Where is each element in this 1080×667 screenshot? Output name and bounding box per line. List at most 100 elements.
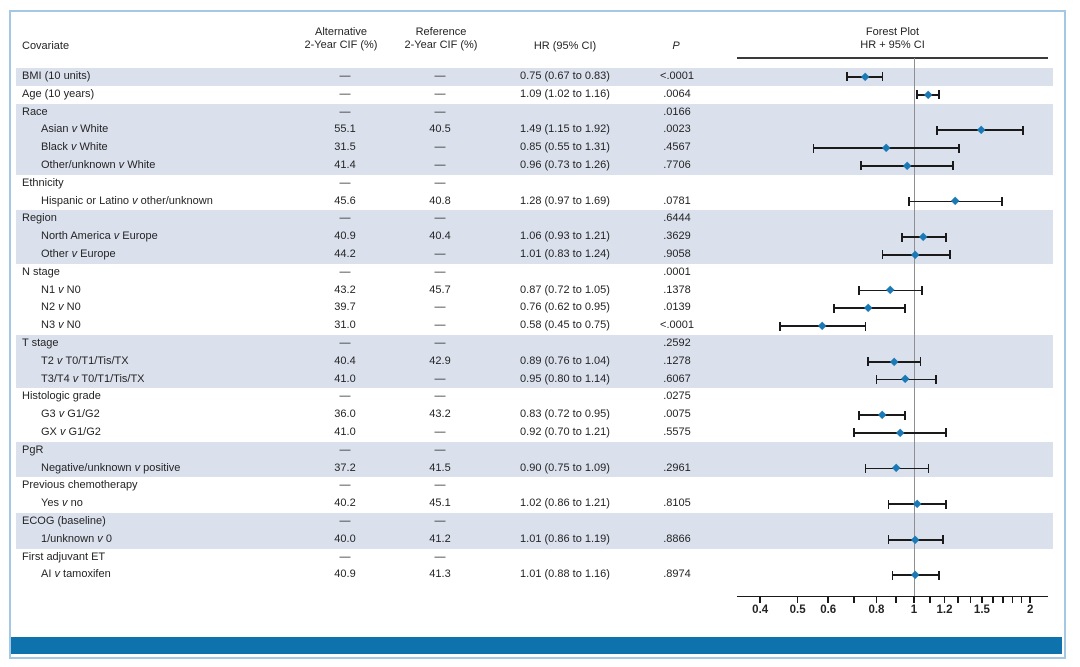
cell-ref-cif: — <box>434 479 446 492</box>
table-row: First adjuvant ET — — <box>16 549 1053 567</box>
cell-covariate: T3/T4 v T0/T1/Tis/TX <box>41 372 145 385</box>
cell-plot-spacer <box>714 68 1053 86</box>
table-row: Histologic grade — — .0275 <box>16 388 1053 406</box>
axis-tick <box>969 597 972 604</box>
cell-ref-cif: — <box>434 158 446 171</box>
cell-alt-cif: — <box>339 443 351 456</box>
ci-cap <box>867 357 869 367</box>
cell-covariate: Other v Europe <box>41 247 116 260</box>
ci-cap <box>958 143 961 153</box>
column-header-alt-cif: Alternative 2-Year CIF (%) <box>281 26 401 52</box>
cell-plot-spacer <box>714 175 1053 193</box>
cell-ref-cif: — <box>434 443 446 456</box>
cell-p-value: .3629 <box>663 230 691 243</box>
table-row: PgR — — <box>16 441 1053 460</box>
cell-hr-ci: 1.01 (0.86 to 1.19) <box>520 532 610 545</box>
cell-alt-cif: — <box>339 265 351 278</box>
ci-cap <box>935 375 937 384</box>
ci-cap <box>1022 125 1025 135</box>
ci-cap <box>945 232 947 242</box>
axis-tick <box>853 597 855 604</box>
table-row: Hispanic or Latino v other/unknown 45.6 40… <box>16 193 1053 211</box>
cell-hr-ci: 0.96 (0.73 to 1.26) <box>520 158 610 171</box>
axis-tick-label: 1.2 <box>936 604 953 616</box>
table-row: N3 v N0 31.0 — 0.58 (0.45 to 0.75) <.0001 <box>16 317 1053 335</box>
cell-ref-cif: — <box>434 319 446 332</box>
cell-alt-cif: 41.4 <box>334 158 356 171</box>
ci-cap <box>832 303 835 313</box>
cell-hr-ci: 1.49 (1.15 to 1.92) <box>520 123 610 136</box>
table-row: Previous chemotherapy — — <box>16 477 1053 495</box>
cell-p-value: .0001 <box>663 265 691 278</box>
axis-tick <box>913 597 915 604</box>
cell-plot-spacer <box>714 210 1053 228</box>
axis-tick <box>1002 597 1004 604</box>
ci-cap <box>904 410 907 420</box>
axis-tick-label: 0.8 <box>868 604 885 616</box>
cell-p-value: .0275 <box>663 390 691 403</box>
cell-p-value: .5575 <box>663 425 691 438</box>
cell-p-value: .6444 <box>663 212 691 225</box>
cell-p-value: .8866 <box>663 532 691 545</box>
cell-ref-cif: — <box>434 176 446 189</box>
axis-tick <box>796 597 799 604</box>
ci-cap <box>864 321 867 331</box>
ci-cap <box>812 143 815 153</box>
cell-p-value: .0023 <box>663 123 691 136</box>
ci-cap <box>907 197 910 206</box>
cell-ref-cif: 45.1 <box>429 497 451 510</box>
table-row: ECOG (baseline) — — <box>16 512 1053 531</box>
ci-cap <box>779 321 781 331</box>
forest-plot-header-rule <box>737 56 1048 59</box>
cell-covariate: T2 v T0/T1/Tis/TX <box>41 354 129 367</box>
cell-alt-cif: 44.2 <box>334 247 356 260</box>
cell-alt-cif: — <box>339 87 351 100</box>
ci-cap <box>945 428 947 438</box>
ci-cap <box>857 286 860 295</box>
cell-hr-ci: 1.01 (0.88 to 1.16) <box>520 568 610 581</box>
cell-hr-ci <box>490 477 640 495</box>
cell-p-value: .7706 <box>663 158 691 171</box>
axis-tick <box>991 597 994 604</box>
axis-tick <box>929 597 931 604</box>
cell-ref-cif: — <box>434 336 446 349</box>
table-row: BMI (10 units) — — 0.75 (0.67 to 0.83) <.000… <box>16 68 1053 86</box>
cell-covariate: G3 v G1/G2 <box>41 408 100 421</box>
reference-line-hr-1 <box>913 58 916 597</box>
cell-hr-ci <box>490 335 640 353</box>
cell-hr-ci <box>490 549 640 567</box>
column-header-forest-plot: Forest Plot HR + 95% CI <box>812 26 973 52</box>
axis-tick-label: 0.4 <box>752 604 769 616</box>
cell-hr-ci <box>490 175 640 193</box>
cell-alt-cif: 36.0 <box>334 408 356 421</box>
ci-cap <box>942 535 944 545</box>
cell-alt-cif: 40.4 <box>334 354 356 367</box>
table-row: Age (10 years) — — 1.09 (1.02 to 1.16) .0064 <box>16 86 1053 104</box>
cell-alt-cif: — <box>339 105 351 118</box>
ci-cap <box>864 464 867 473</box>
cell-plot-spacer <box>714 495 1053 513</box>
cell-alt-cif: 37.2 <box>334 461 356 474</box>
cell-alt-cif: 31.5 <box>334 141 356 154</box>
axis-tick-label: 1 <box>910 604 918 616</box>
ci-cap <box>904 303 907 313</box>
cell-ref-cif: 41.3 <box>429 568 451 581</box>
cell-covariate: First adjuvant ET <box>22 550 106 563</box>
table-row: N1 v N0 43.2 45.7 0.87 (0.72 to 1.05) .1378 <box>16 282 1053 300</box>
cell-plot-spacer <box>714 513 1053 531</box>
cell-p-value: .8105 <box>663 497 691 510</box>
cell-ref-cif: — <box>434 550 446 563</box>
cell-covariate: Previous chemotherapy <box>22 479 138 492</box>
cell-hr-ci: 0.87 (0.72 to 1.05) <box>520 283 610 296</box>
cell-ref-cif: — <box>434 105 446 118</box>
table-row: T2 v T0/T1/Tis/TX 40.4 42.9 0.89 (0.76 to 1… <box>16 352 1053 371</box>
cell-hr-ci <box>490 388 640 406</box>
cell-p-value <box>640 513 714 531</box>
cell-plot-spacer <box>714 104 1053 122</box>
cell-covariate: Black v White <box>41 141 108 154</box>
cell-ref-cif: 41.5 <box>429 461 451 474</box>
cell-covariate: Region <box>22 212 57 225</box>
cell-p-value: .0166 <box>663 105 691 118</box>
table-row: North America v Europe 40.9 40.4 1.06 (0.93… <box>16 228 1053 246</box>
column-header-forest-plot-line1: Forest Plot <box>865 26 920 38</box>
